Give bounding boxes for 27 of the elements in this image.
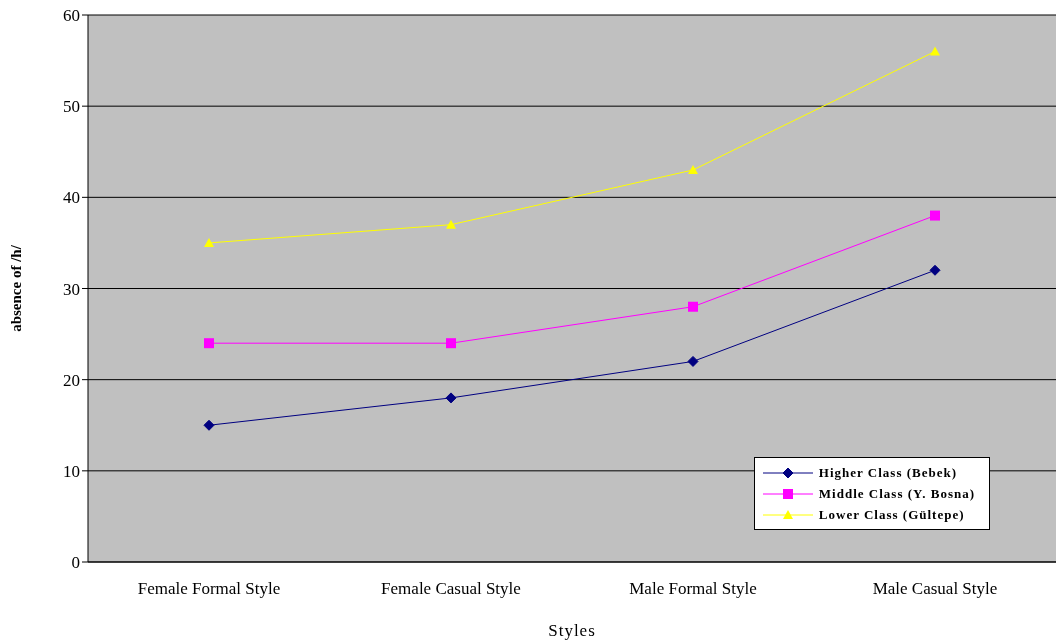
y-tick-label: 0: [71, 553, 80, 573]
y-tick-label: 30: [63, 279, 80, 299]
point: [688, 301, 698, 312]
x-tick-label: Female Formal Style: [137, 579, 281, 599]
y-tick-label: 60: [63, 6, 80, 26]
point: [445, 392, 457, 404]
point: [929, 264, 941, 276]
y-tick-label: 50: [63, 97, 80, 117]
legend-label: Higher Class (Bebek): [818, 464, 958, 481]
legend-label: Lower Class (Gültepe): [818, 506, 965, 523]
x-axis-title: Styles: [548, 621, 596, 640]
x-tick-label: Male Casual Style: [872, 579, 998, 599]
x-tick-label: Male Formal Style: [629, 579, 757, 599]
y-tick-label: 10: [63, 461, 80, 481]
point: [204, 338, 214, 349]
y-tick-label: 20: [63, 370, 80, 390]
point: [446, 338, 456, 349]
point: [204, 237, 214, 247]
point: [688, 164, 698, 174]
y-tick-label: 40: [63, 188, 80, 208]
y-axis-title: absence of /h/: [8, 244, 25, 332]
point: [203, 419, 215, 431]
point: [930, 210, 940, 221]
point: [446, 219, 456, 229]
x-tick-label: Female Casual Style: [381, 579, 521, 599]
legend-label: Middle Class (Y. Bosna): [818, 485, 975, 502]
point: [687, 355, 699, 367]
